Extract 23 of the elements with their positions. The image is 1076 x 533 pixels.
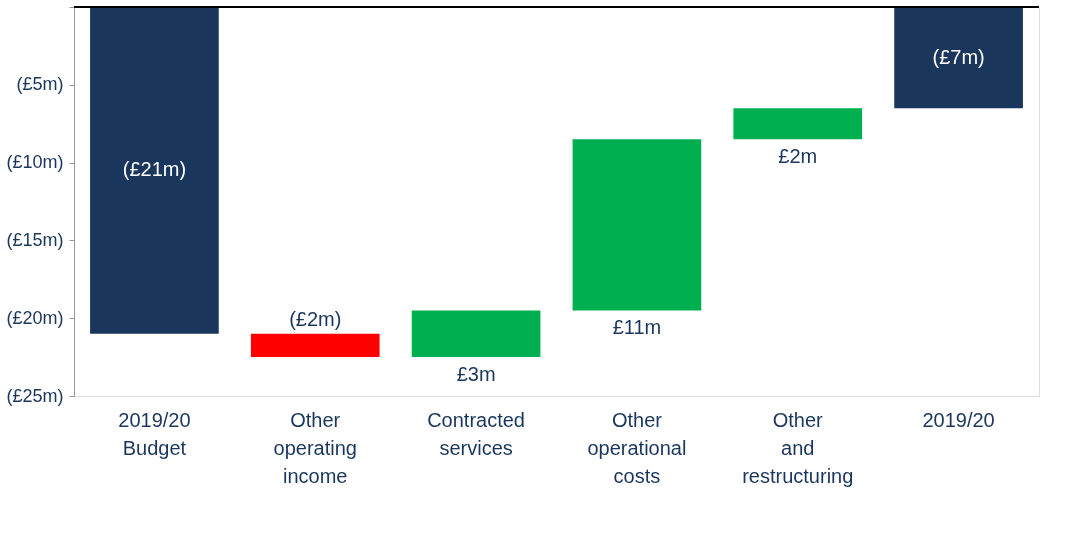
bar [250, 333, 380, 358]
x-tick-label: Other operating income [273, 408, 357, 487]
y-tick-label: (£10m) [6, 152, 64, 173]
x-tick-label: Other operational costs [587, 408, 687, 487]
bar [90, 7, 219, 334]
bar [894, 7, 1023, 109]
y-tick-label: (£25m) [6, 385, 64, 406]
y-tick-label: (£20m) [6, 307, 64, 328]
bar [733, 108, 863, 140]
x-tick-label: Other and restructuring [742, 408, 854, 487]
bar [411, 310, 541, 358]
data-label: (£21m) [122, 158, 187, 181]
x-tick-label: 2019/20 [922, 408, 995, 431]
data-label: (£7m) [932, 45, 985, 68]
data-label: £2m [778, 145, 818, 168]
y-tick-label: (£15m) [6, 229, 64, 250]
y-tick-label: (£5m) [16, 74, 64, 95]
data-label: £3m [456, 363, 496, 386]
bar [572, 139, 702, 311]
x-tick-label: Contracted services [427, 408, 526, 459]
data-label: (£2m) [289, 307, 342, 330]
x-tick-label: 2019/20 Budget [118, 408, 191, 459]
data-label: £11m [612, 316, 662, 339]
